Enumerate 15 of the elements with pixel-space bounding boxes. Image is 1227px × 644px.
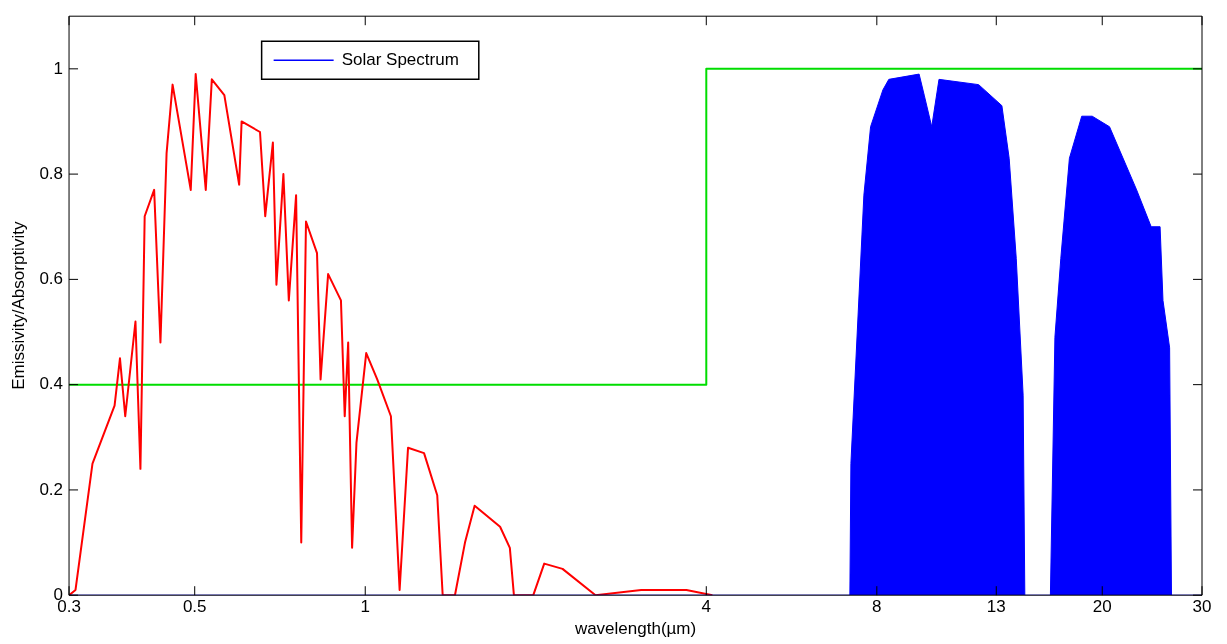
x-tick-label: 30 (1192, 597, 1212, 617)
x-tick-label: 4 (701, 597, 712, 617)
y-tick-label: 0.8 (39, 163, 64, 183)
x-axis-title: wavelength(µm) (573, 619, 697, 639)
y-tick-label: 0.2 (39, 479, 64, 499)
x-tick-label: 8 (872, 597, 882, 617)
y-tick-label: 1 (53, 58, 64, 78)
y-axis-title: Emissivity/Absorptivity (8, 221, 28, 390)
x-tick-label: 13 (986, 597, 1006, 617)
y-tick-label: 0.4 (39, 374, 64, 394)
legend-label: Solar Spectrum (341, 49, 459, 69)
x-tick-label: 20 (1092, 597, 1112, 617)
x-tick-label: 0.5 (182, 597, 207, 617)
x-tick-label: 1 (360, 597, 370, 617)
y-tick-label: 0.6 (39, 269, 64, 289)
